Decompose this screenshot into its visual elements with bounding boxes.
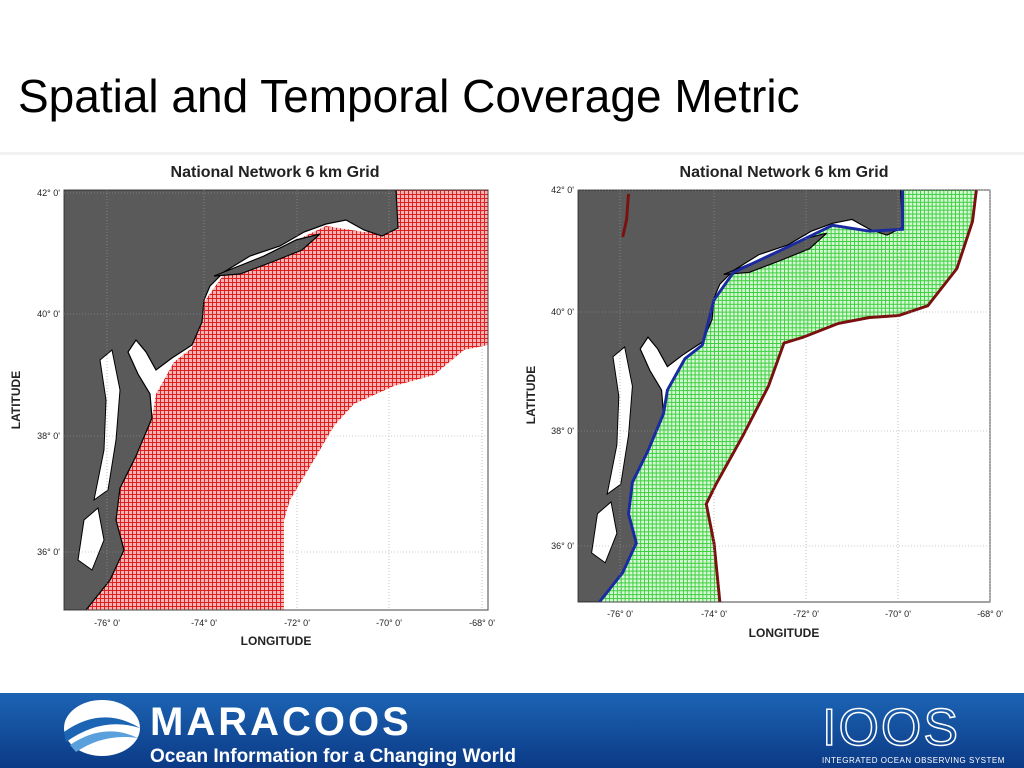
lat-tick-label: 40° 0' [551, 307, 574, 317]
lon-tick-label: -76° 0' [607, 609, 633, 619]
lon-tick-label: -68° 0' [977, 609, 1003, 619]
footer-logo: MARACOOS [150, 700, 412, 744]
lon-tick-label: -68° 0' [469, 618, 495, 628]
land [213, 233, 321, 277]
lon-tick-label: -76° 0' [94, 618, 120, 628]
map-plot [63, 189, 489, 611]
bay [77, 507, 105, 571]
map-layers [64, 190, 488, 610]
lat-tick-label: 38° 0' [551, 426, 574, 436]
x-axis-label: LONGITUDE [241, 634, 312, 648]
offshore-boundary [704, 190, 978, 603]
map-plot [577, 189, 991, 603]
footer-band [0, 693, 1024, 768]
slide-title: Spatial and Temporal Coverage Metric [18, 70, 800, 122]
land [64, 190, 399, 610]
lat-tick-label: 36° 0' [551, 541, 574, 551]
x-axis-label: LONGITUDE [749, 626, 820, 640]
lat-tick-label: 36° 0' [37, 547, 60, 557]
lon-tick-label: -74° 0' [191, 618, 217, 628]
lat-tick-label: 38° 0' [37, 431, 60, 441]
map-panel: National Network 6 km Grid 42° 0' 40° 0' 38… [524, 164, 1003, 640]
plot-frame [577, 189, 991, 603]
maracoos-logo [64, 700, 140, 756]
maps: National Network 6 km Grid 42° 0' 40° 0' 38… [9, 164, 1003, 648]
map-title: National Network 6 km Grid [171, 164, 380, 181]
lon-tick-label: -70° 0' [885, 609, 911, 619]
partner-logo: IOOS [822, 699, 960, 757]
lat-tick-label: 40° 0' [37, 309, 60, 319]
separator [0, 152, 1024, 155]
coast-boundary [598, 190, 905, 603]
coverage-grid [599, 190, 977, 602]
bay [591, 501, 618, 564]
map-title: National Network 6 km Grid [680, 164, 889, 181]
map-panel: National Network 6 km Grid 42° 0' 40° 0' 38… [9, 164, 495, 648]
y-axis-label: LATITUDE [524, 366, 538, 424]
bay [606, 346, 633, 496]
offshore-boundary [621, 193, 630, 238]
plot-frame [63, 189, 489, 611]
lon-tick-label: -74° 0' [701, 609, 727, 619]
lat-tick-label: 42° 0' [551, 185, 574, 195]
coverage-grid [86, 190, 488, 610]
lon-tick-label: -70° 0' [376, 618, 402, 628]
lon-tick-label: -72° 0' [793, 609, 819, 619]
partner-subtitle: INTEGRATED OCEAN OBSERVING SYSTEM [822, 756, 1005, 765]
lon-tick-label: -72° 0' [284, 618, 310, 628]
y-axis-label: LATITUDE [9, 371, 23, 429]
footer-tagline: Ocean Information for a Changing World [150, 746, 516, 767]
map-layers [578, 190, 990, 603]
lat-tick-label: 42° 0' [37, 188, 60, 198]
